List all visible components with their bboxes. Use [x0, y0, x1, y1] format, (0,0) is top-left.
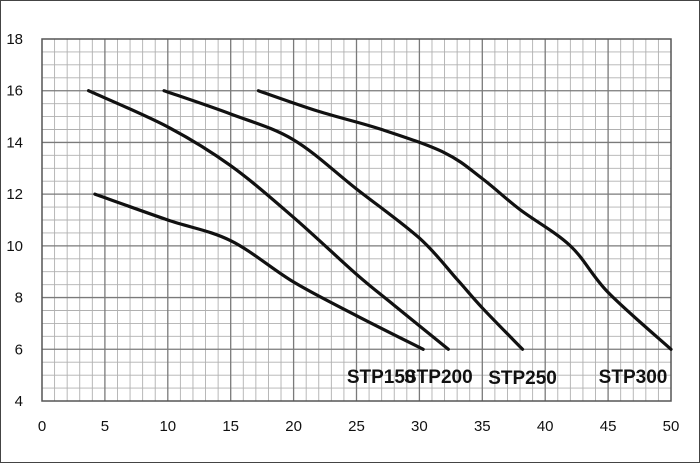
x-tick-label: 5 — [101, 418, 109, 435]
plot-area-border — [41, 38, 672, 402]
y-tick-label: 18 — [6, 31, 23, 48]
plot-border — [41, 38, 672, 402]
x-tick-label: 50 — [663, 418, 680, 435]
y-tick-label: 12 — [6, 186, 23, 203]
x-tick-label: 15 — [222, 418, 239, 435]
series-line-stp300 — [256, 89, 673, 351]
tick-labels: 0 5 10 15 20 25 30 35 40 45 50 4 6 8 10 12 14 16 18 — [6, 31, 679, 435]
x-tick-label: 10 — [159, 418, 176, 435]
x-tick-label: 25 — [348, 418, 365, 435]
x-tick-label: 20 — [285, 418, 302, 435]
series-label-stp150: STP150 — [347, 367, 416, 388]
y-tick-label: 14 — [6, 134, 23, 151]
x-tick-label: 35 — [474, 418, 491, 435]
y-tick-label: 4 — [15, 393, 23, 410]
series-label-stp250: STP250 — [488, 368, 557, 389]
x-tick-label: 40 — [537, 418, 554, 435]
x-tick-label: 30 — [411, 418, 428, 435]
series-lines — [86, 89, 673, 351]
series-line-stp200 — [86, 89, 450, 351]
y-tick-label: 16 — [6, 83, 23, 100]
series-label-stp300: STP300 — [599, 367, 668, 388]
y-tick-label: 8 — [15, 290, 23, 307]
x-tick-label: 0 — [38, 418, 46, 435]
series-label-stp200: STP200 — [404, 367, 473, 388]
series-line-stp250 — [162, 89, 525, 351]
series-line-stp150 — [93, 192, 425, 351]
y-tick-label: 10 — [6, 238, 23, 255]
x-tick-label: 45 — [600, 418, 617, 435]
y-tick-label: 6 — [15, 341, 23, 358]
